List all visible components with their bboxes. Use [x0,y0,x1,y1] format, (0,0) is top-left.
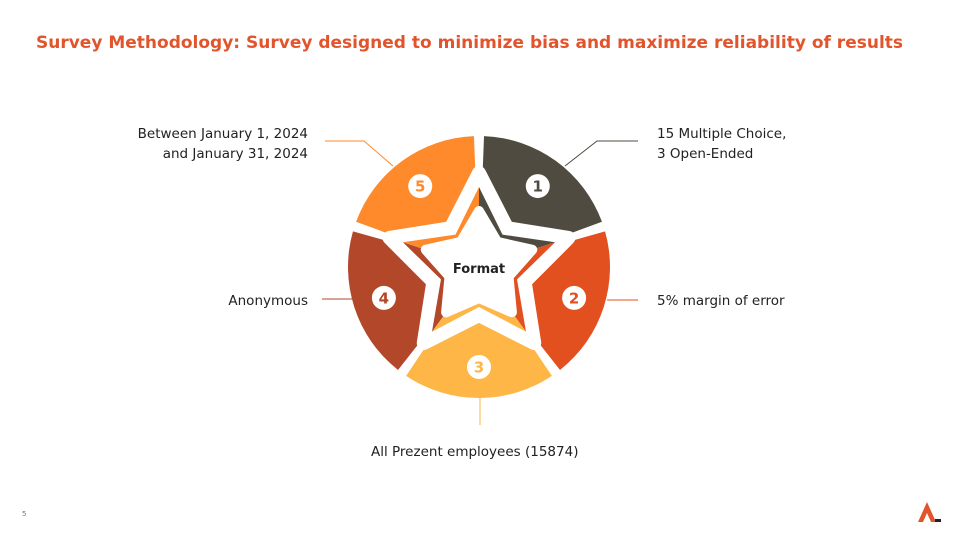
segment-1-label-line-2: 3 Open-Ended [657,146,754,162]
slide-title: Survey Methodology: Survey designed to m… [36,33,904,53]
segment-4-label: Anonymous [228,291,308,311]
segment-1-label: 15 Multiple Choice, 3 Open-Ended [657,124,786,164]
number-badge-text: 1 [533,178,543,196]
number-badge-circle [371,285,396,310]
prezent-logo-icon [918,502,941,522]
segment-2-label: 5% margin of error [657,291,785,311]
number-badge-text: 3 [474,359,484,377]
center-label: Format [453,262,505,277]
segment-2-label-line-1: 5% margin of error [657,293,785,309]
number-badge-5: 5 [408,174,433,199]
number-badge-circle [467,355,491,379]
center-star-group [382,166,576,351]
connector-1 [564,140,638,167]
segment-3-label: All Prezent employees (15874) [371,442,578,462]
segment-5-label-line-2: and January 31, 2024 [162,146,308,162]
number-badge-circle [562,285,587,310]
segment-5-label-line-1: Between January 1, 2024 [137,126,308,142]
number-badge-4: 4 [371,285,396,310]
number-badges-group: 1 2 3 4 5 [371,174,587,379]
number-badge-text: 4 [379,289,389,307]
segment-3 [406,268,552,399]
number-badge-text: 5 [415,178,425,196]
segment-1-label-line-1: 15 Multiple Choice, [657,126,787,142]
number-badge-circle [525,174,550,199]
number-badge-2: 2 [562,285,587,310]
star-center [420,206,538,318]
connector-5 [325,140,394,167]
number-badge-1: 1 [525,174,550,199]
number-badge-3: 3 [467,355,491,379]
segment-3-label-line-1: All Prezent employees (15874) [371,444,579,460]
segment-5-label: Between January 1, 2024 and January 31, … [138,124,308,164]
number-badge-circle [408,174,433,199]
segment-4-label-line-1: Anonymous [228,293,308,309]
page-number: 5 [22,510,27,518]
number-badge-text: 2 [569,289,579,307]
connector-lines [322,140,638,425]
